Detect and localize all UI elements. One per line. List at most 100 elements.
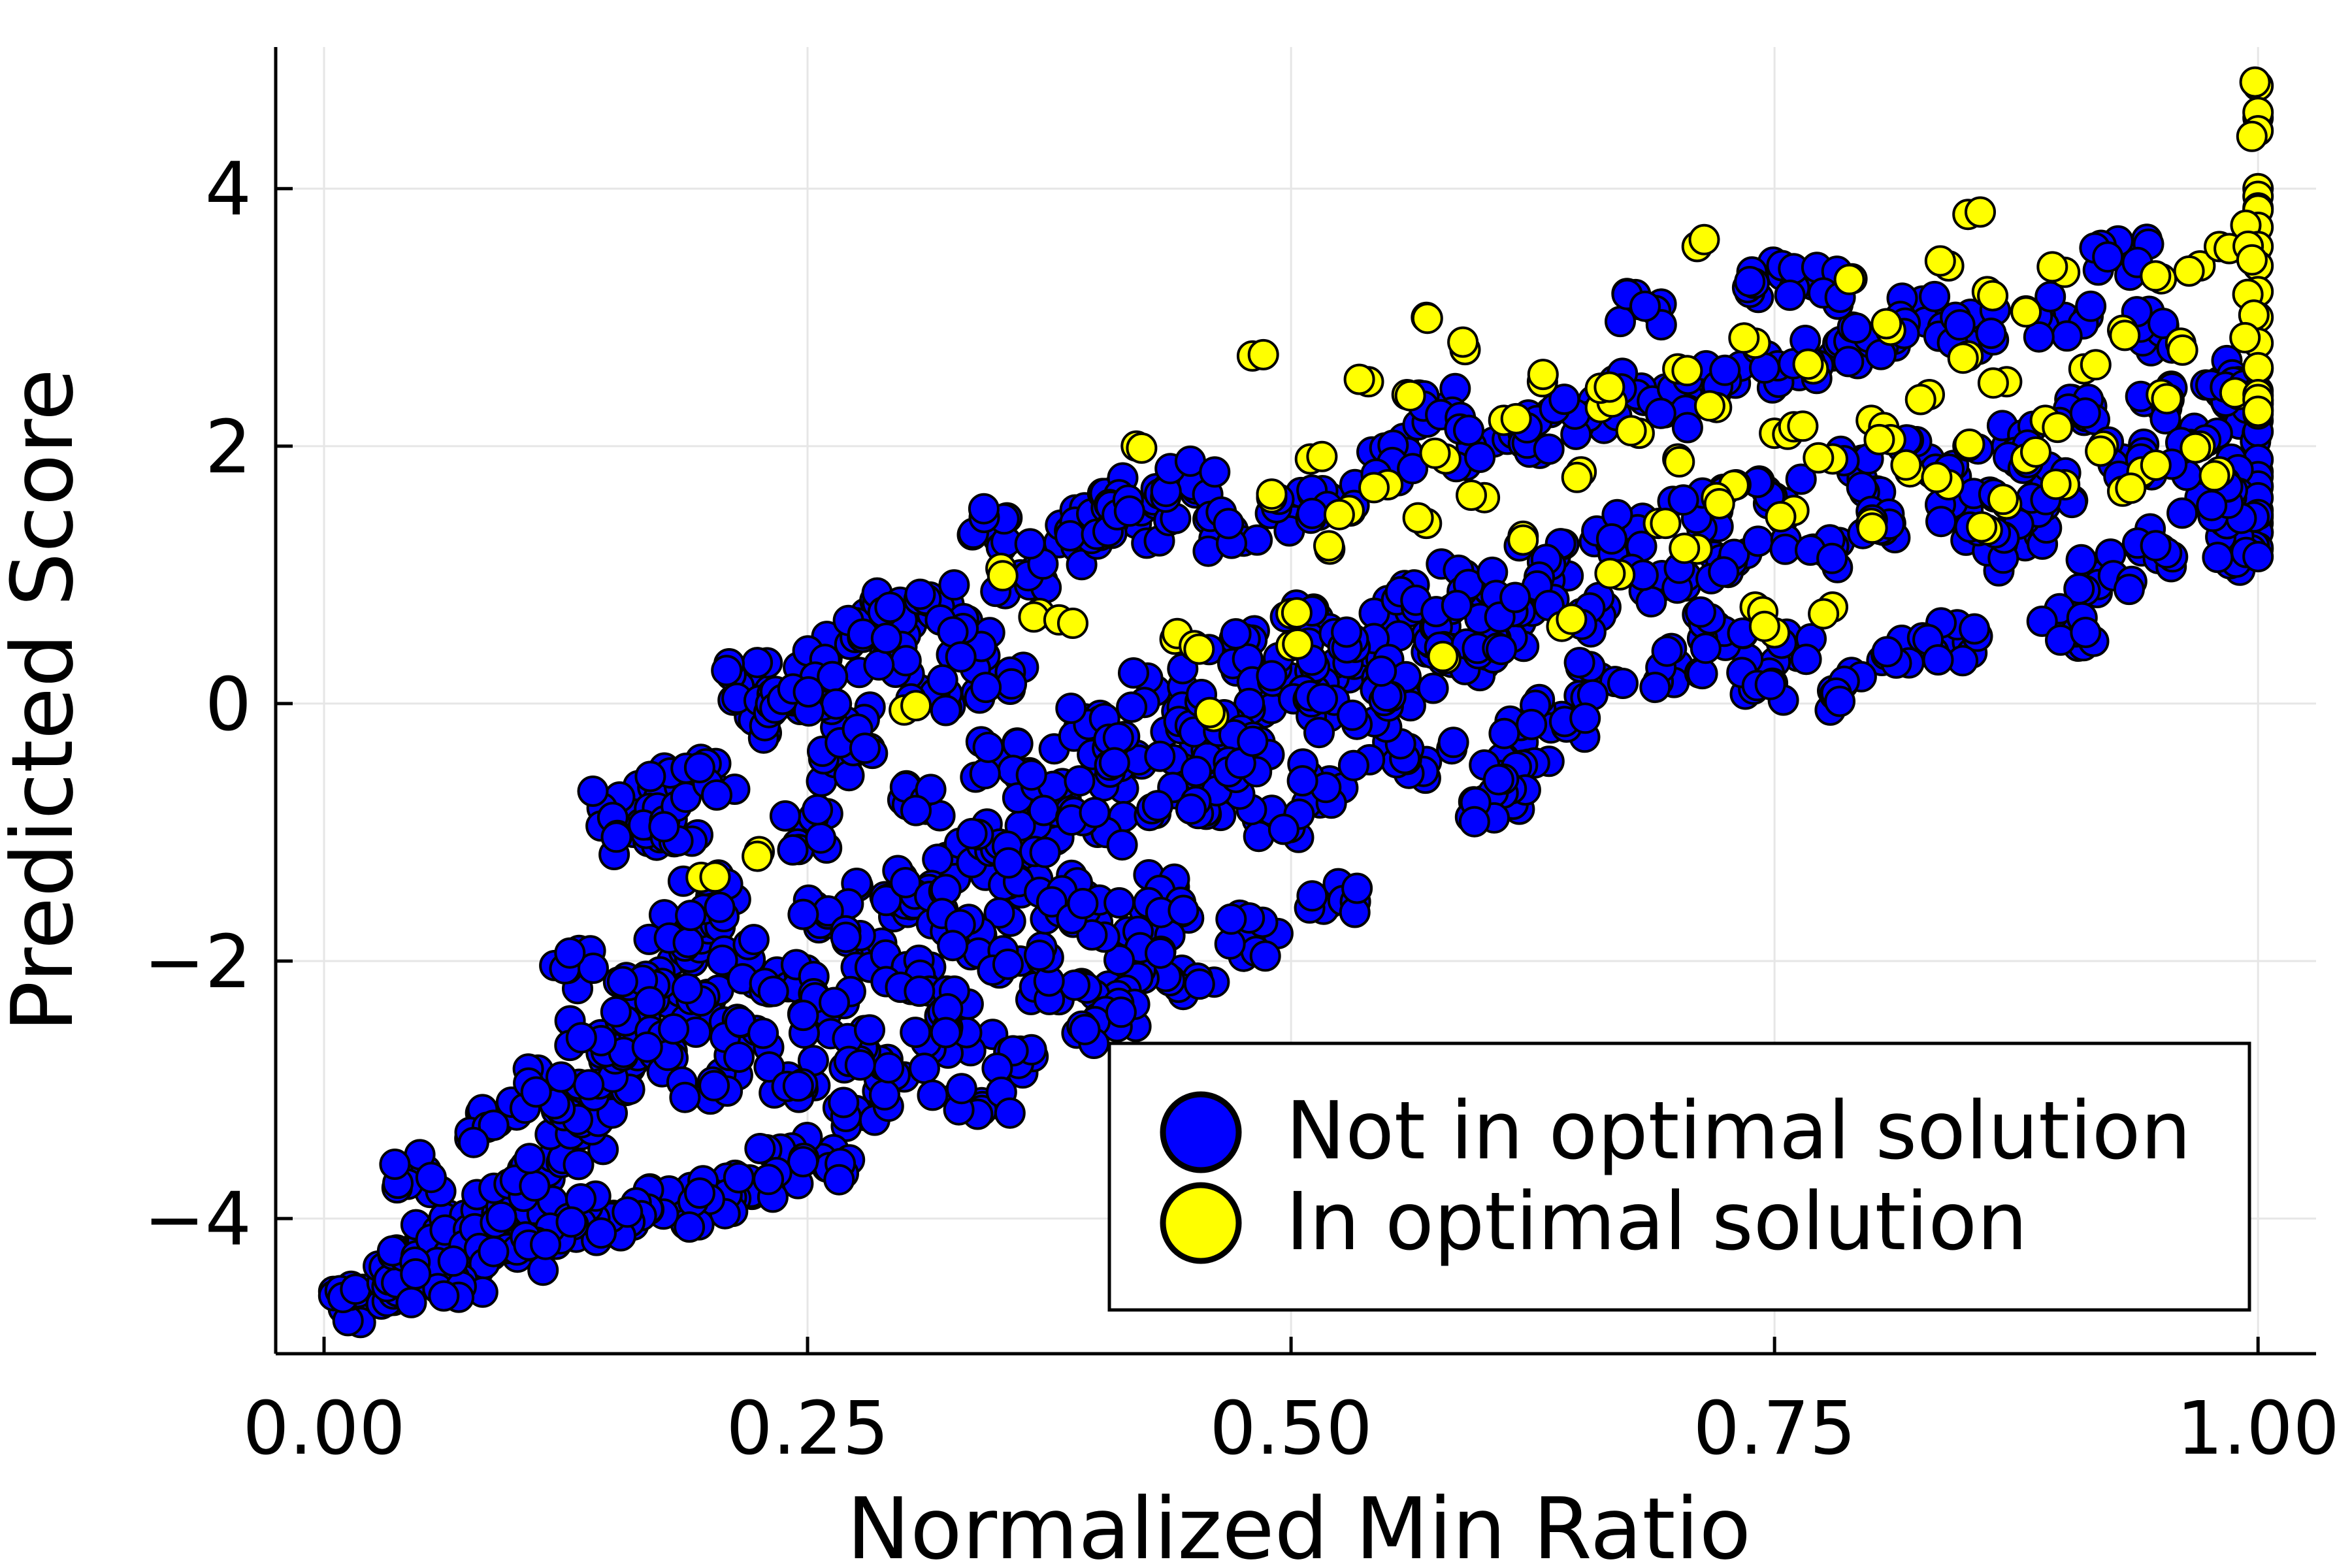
data-point	[1615, 415, 1647, 447]
data-point	[648, 811, 680, 843]
data-point	[1748, 610, 1780, 642]
data-point	[400, 1258, 432, 1290]
data-point	[917, 1079, 949, 1111]
data-point	[1833, 263, 1865, 295]
data-point	[904, 578, 936, 610]
data-point	[1411, 302, 1443, 335]
data-point	[2242, 351, 2274, 384]
data-point	[565, 1022, 597, 1054]
data-point	[1651, 635, 1683, 667]
data-point	[573, 1069, 605, 1101]
data-point	[994, 1097, 1026, 1129]
data-point	[828, 1086, 860, 1119]
data-point	[2069, 397, 2101, 429]
data-point	[701, 779, 732, 811]
data-point	[1953, 428, 1985, 460]
data-point	[600, 821, 632, 853]
data-point	[520, 1076, 552, 1108]
data-point	[1650, 508, 1682, 540]
data-point	[2113, 574, 2145, 606]
data-point	[1341, 872, 1373, 904]
legend-label-not-in-optimal-solution: Not in optimal solution	[1286, 1085, 2191, 1177]
data-point	[1785, 463, 1817, 495]
data-point	[674, 1211, 706, 1243]
data-point	[1453, 414, 1484, 446]
data-point	[1671, 412, 1703, 444]
x-axis-title: Normalized Min Ratio	[847, 1479, 1751, 1568]
data-point	[2140, 260, 2172, 292]
data-point	[428, 1280, 460, 1312]
legend-box	[1107, 1041, 2251, 1312]
data-point	[1671, 355, 1703, 387]
data-point	[1447, 326, 1479, 358]
data-point	[530, 1228, 561, 1260]
data-point	[2140, 530, 2172, 562]
data-point	[915, 774, 947, 806]
data-point	[1057, 608, 1088, 639]
data-point	[1098, 747, 1130, 779]
data-point	[1303, 717, 1335, 749]
data-point	[1863, 423, 1895, 455]
data-point	[2242, 541, 2274, 572]
data-point	[787, 1000, 819, 1032]
data-point	[563, 1149, 595, 1181]
data-point	[874, 591, 906, 623]
data-point	[1840, 312, 1872, 344]
data-point	[2042, 412, 2074, 444]
data-point	[1728, 322, 1760, 354]
data-point	[1787, 410, 1819, 442]
data-point	[1079, 796, 1111, 828]
data-point	[2065, 544, 2097, 576]
data-point	[1833, 346, 1865, 378]
data-point	[930, 694, 962, 727]
data-point	[1944, 309, 1976, 341]
data-point	[2080, 349, 2112, 381]
data-point	[1036, 886, 1068, 918]
data-point	[996, 668, 1028, 700]
data-point	[1337, 749, 1369, 781]
data-point	[1742, 525, 1774, 557]
data-point	[1856, 512, 1888, 544]
data-point	[672, 926, 704, 958]
data-point	[2148, 308, 2180, 339]
data-point	[1924, 245, 1956, 277]
data-point	[1281, 597, 1313, 629]
data-point	[1241, 524, 1273, 556]
data-point	[1563, 647, 1595, 679]
data-point	[968, 493, 1000, 525]
data-point	[1635, 586, 1667, 618]
x-tick-label: 0.75	[1693, 1386, 1855, 1471]
data-point	[2020, 436, 2051, 468]
data-point	[1709, 354, 1741, 386]
data-point	[1054, 520, 1086, 552]
data-point	[956, 817, 988, 849]
data-point	[1199, 456, 1231, 488]
data-point	[2070, 617, 2102, 648]
data-point	[1180, 755, 1212, 787]
data-point	[744, 1133, 776, 1164]
data-point	[1458, 806, 1490, 838]
y-tick-label: 4	[205, 148, 252, 233]
data-point	[787, 1146, 819, 1178]
data-point	[2166, 497, 2198, 529]
series-in-optimal-solution	[685, 66, 2274, 893]
data-point	[802, 794, 834, 826]
data-point	[1023, 939, 1055, 972]
data-point	[1569, 702, 1601, 734]
data-point	[792, 676, 825, 708]
data-point	[972, 731, 1004, 763]
data-point	[854, 1014, 885, 1046]
data-point	[723, 1162, 755, 1194]
data-point	[900, 1017, 932, 1049]
data-point	[1220, 618, 1252, 650]
data-point	[1106, 829, 1138, 861]
data-point	[1965, 196, 1996, 228]
x-tick-label: 0.25	[726, 1386, 889, 1471]
data-point	[1977, 367, 2009, 399]
data-point	[485, 1201, 517, 1233]
data-point	[1482, 764, 1514, 796]
data-point	[2151, 383, 2183, 415]
legend-label-in-optimal-solution: In optimal solution	[1286, 1175, 2027, 1268]
data-point	[2115, 472, 2147, 504]
data-point	[1331, 616, 1363, 648]
